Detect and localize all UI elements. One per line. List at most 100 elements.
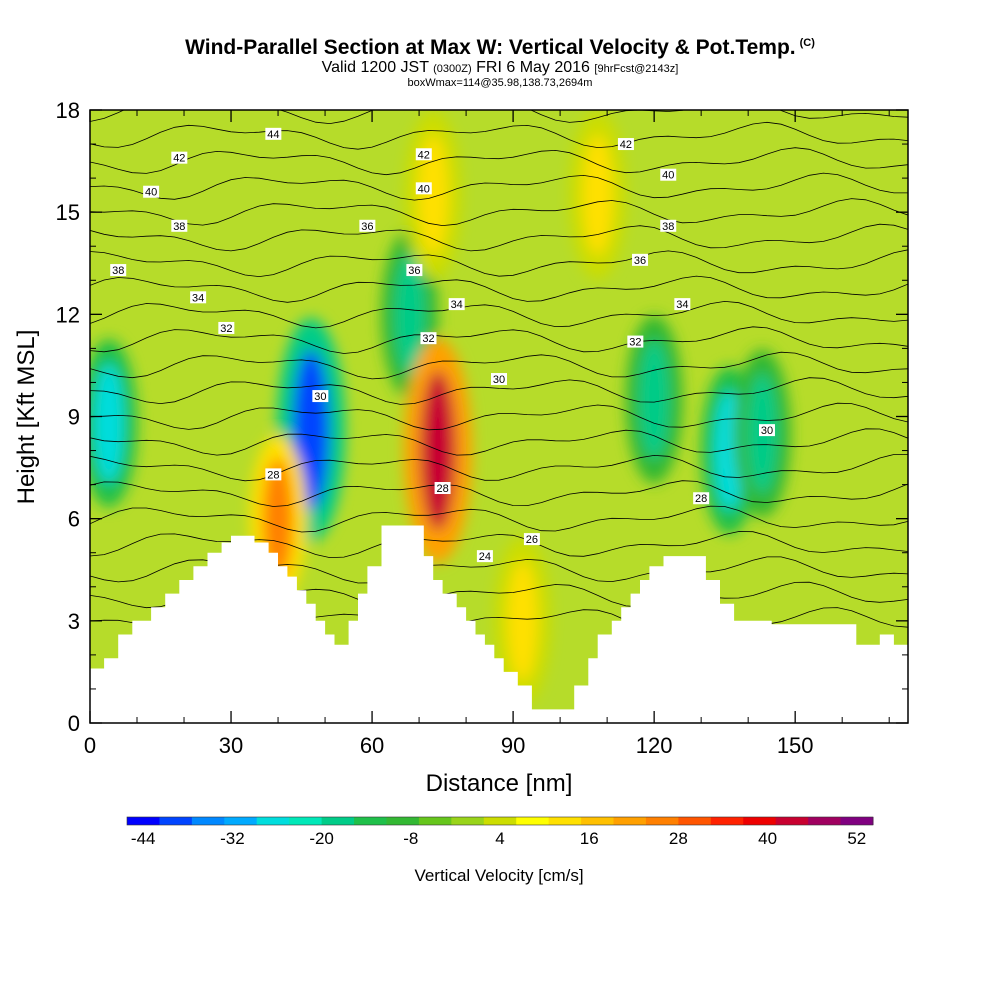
contour-label: 32 [627, 335, 644, 349]
colorbar-swatch [354, 817, 387, 825]
theta-contour-line [90, 300, 908, 329]
svg-text:40: 40 [145, 187, 157, 199]
svg-text:40: 40 [418, 183, 430, 195]
y-tick-label: 18 [56, 98, 80, 123]
theta-contour-line [90, 121, 908, 150]
theta-contour-line [90, 326, 908, 354]
colorbar-label: 40 [758, 829, 777, 848]
contour-label: 36 [359, 219, 376, 233]
velocity-core-6 [639, 339, 670, 460]
theta-contour-line [90, 505, 908, 533]
colorbar-swatch [840, 817, 874, 825]
colorbar-swatch [678, 817, 712, 825]
velocity-core-0 [93, 363, 124, 484]
x-tick-label: 0 [84, 733, 96, 758]
svg-text:40: 40 [662, 170, 674, 182]
contour-label: 36 [406, 264, 423, 277]
svg-text:24: 24 [479, 551, 491, 563]
colorbar-label: 28 [669, 829, 688, 848]
svg-text:38: 38 [173, 221, 185, 233]
chart-valid-time: Valid 1200 JST (0300Z) FRI 6 May 2016 [9… [321, 59, 679, 76]
svg-text:30: 30 [493, 374, 505, 386]
theta-contour-line [90, 249, 908, 278]
contour-label: 30 [491, 373, 507, 386]
copyright-mark: (C) [799, 37, 815, 49]
velocity-core-5 [263, 458, 294, 579]
chart-title: Wind-Parallel Section at Max W: Vertical… [185, 36, 815, 59]
contour-label: 32 [420, 332, 437, 345]
y-axis-title: Height [Kft MSL] [13, 330, 40, 505]
svg-text:28: 28 [695, 493, 707, 505]
x-axis-title: Distance [nm] [426, 770, 573, 797]
svg-text:32: 32 [629, 337, 641, 349]
colorbar-swatch [321, 817, 355, 825]
colorbar-swatch [743, 817, 777, 825]
contour-label: 44 [265, 127, 282, 141]
colorbar-swatch [289, 817, 323, 825]
chart-box-info: boxWmax=114@35.98,138.73,2694m [407, 77, 593, 89]
svg-text:34: 34 [676, 299, 688, 311]
contour-label: 34 [448, 298, 465, 311]
colorbar-swatch [645, 817, 679, 825]
theta-contour-line [90, 223, 908, 252]
contour-label: 38 [110, 264, 127, 277]
theta-contour-line [90, 351, 908, 380]
contour-label: 42 [415, 148, 432, 161]
theta-contour-line [90, 377, 908, 405]
contour-labels: 44 42 40 38 38 34 32 42 40 36 36 34 32 30 28 28 26 24 30 42… [110, 127, 775, 563]
svg-text:38: 38 [662, 221, 674, 233]
x-tick-label: 150 [777, 733, 814, 758]
theta-contour-line [90, 454, 908, 482]
svg-text:42: 42 [620, 139, 632, 151]
plot-area [90, 110, 908, 723]
y-tick-label: 0 [68, 711, 80, 736]
colorbar-label: 16 [580, 829, 599, 848]
contour-label: 40 [660, 168, 677, 182]
contour-label: 40 [143, 185, 160, 199]
theta-contour-line [90, 531, 908, 559]
y-tick-label: 12 [56, 302, 80, 327]
contour-label: 26 [523, 533, 540, 546]
theta-contour-line [90, 428, 908, 456]
contour-label: 34 [674, 298, 691, 311]
svg-text:28: 28 [267, 469, 279, 481]
colorbar-label: -8 [403, 829, 418, 848]
svg-text:34: 34 [192, 292, 204, 304]
colorbar-swatch [159, 817, 193, 825]
colorbar-swatch [808, 817, 842, 825]
svg-text:36: 36 [361, 221, 373, 233]
contour-label: 30 [758, 424, 775, 437]
colorbar-label: 4 [495, 829, 504, 848]
theta-contour-line [90, 172, 908, 201]
colorbar-title: Vertical Velocity [cm/s] [414, 866, 583, 885]
contour-label: 40 [415, 182, 432, 195]
colorbar-swatch [386, 817, 420, 825]
colorbar-swatch [581, 817, 615, 825]
svg-text:32: 32 [422, 333, 434, 345]
colorbar-label: -20 [309, 829, 334, 848]
svg-text:38: 38 [112, 265, 124, 277]
theta-contour-line [90, 275, 908, 303]
x-tick-label: 30 [219, 733, 243, 758]
colorbar-swatch [418, 817, 452, 825]
colorbar-swatch [710, 817, 744, 825]
contour-label: 42 [617, 138, 634, 151]
y-tick-label: 3 [68, 609, 80, 634]
contour-label: 28 [434, 482, 451, 495]
contour-label: 28 [265, 468, 282, 481]
svg-text:32: 32 [220, 323, 232, 335]
theta-contour-line [90, 198, 908, 227]
y-tick-label: 15 [56, 200, 80, 225]
svg-text:36: 36 [408, 265, 420, 277]
colorbar-swatch [256, 817, 290, 825]
y-tick-label: 6 [68, 507, 80, 532]
svg-text:42: 42 [418, 149, 430, 161]
velocity-core-9 [507, 560, 538, 681]
velocity-core-3 [419, 370, 456, 531]
y-tick-label: 9 [68, 405, 80, 430]
colorbar-label: -44 [131, 829, 156, 848]
theta-contours [90, 110, 908, 635]
colorbar-swatch [224, 817, 258, 825]
